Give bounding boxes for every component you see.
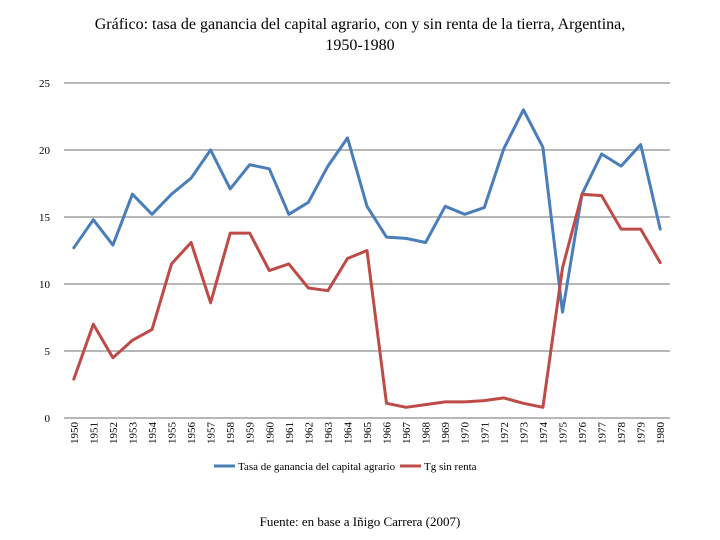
x-tick-label: 1961 [284,422,296,444]
y-tick-label: 20 [39,145,51,157]
series-line-1 [72,108,662,314]
x-tick-label: 1957 [206,422,218,445]
x-tick-label: 1958 [225,422,237,445]
series-line-2 [72,192,662,409]
x-tick-label: 1955 [167,422,179,445]
x-tick-label: 1980 [655,422,667,445]
x-tick-label: 1971 [479,422,491,444]
x-tick-label: 1956 [186,422,198,445]
y-tick-label: 0 [45,413,51,425]
chart-title-line2: 1950-1980 [325,37,395,54]
x-tick-label: 1972 [499,422,511,444]
x-tick-label: 1951 [88,422,100,444]
x-tick-label: 1969 [440,422,452,445]
x-tick-label: 1978 [616,422,628,445]
x-tick-label: 1976 [577,422,589,445]
x-tick-label: 1968 [421,422,433,445]
x-tick-label: 1963 [323,422,335,445]
x-tick-label: 1959 [245,422,257,445]
x-tick-label: 1979 [636,422,648,445]
x-tick-label: 1964 [342,422,354,445]
y-tick-label: 25 [39,78,51,90]
y-tick-label: 5 [45,346,51,358]
legend-label-2: Tg sin renta [424,461,477,473]
x-tick-label: 1960 [264,422,276,445]
x-tick-label: 1974 [538,422,550,445]
x-tick-label: 1977 [597,422,609,445]
x-tick-label: 1965 [362,422,374,445]
x-tick-label: 1954 [147,422,159,445]
x-tick-label: 1950 [69,422,81,445]
legend: Tasa de ganancia del capital agrario Tg s… [214,461,477,473]
x-tick-label: 1953 [127,422,139,445]
y-tick-label: 15 [39,212,51,224]
series-lines [72,108,662,409]
y-axis-ticks: 0 5 10 15 20 25 [39,78,51,425]
x-tick-label: 1962 [303,422,315,444]
x-tick-label: 1966 [382,422,394,445]
x-tick-label: 1952 [108,422,120,444]
x-tick-label: 1973 [518,422,530,445]
source-note: Fuente: en base a Iñigo Carrera (2007) [259,514,461,529]
x-tick-label: 1975 [557,422,569,445]
legend-label-1: Tasa de ganancia del capital agrario [238,461,396,473]
chart-title: Gráfico: tasa de ganancia del capital ag… [0,14,720,56]
chart-title-line1: Gráfico: tasa de ganancia del capital ag… [94,16,626,33]
x-tick-label: 1967 [401,422,413,445]
x-tick-label: 1970 [460,422,472,445]
y-tick-label: 10 [39,279,51,291]
x-axis-ticks: 1950 1951 1952 1953 1954 1955 1956 1957 1958 1959… [69,422,667,445]
